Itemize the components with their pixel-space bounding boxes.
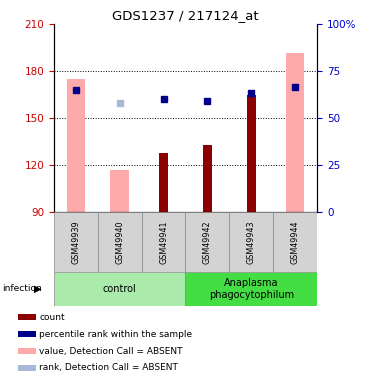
Bar	[66, 79, 85, 212]
Bar	[18, 348, 36, 354]
Text: GSM49941: GSM49941	[159, 220, 168, 264]
Bar	[18, 331, 36, 337]
Bar	[246, 95, 256, 212]
Bar	[18, 314, 36, 320]
Bar	[98, 212, 142, 272]
Bar	[273, 212, 317, 272]
Text: count: count	[39, 313, 65, 322]
Bar	[111, 170, 129, 212]
Text: GSM49939: GSM49939	[71, 220, 80, 264]
Bar	[54, 212, 98, 272]
Text: ▶: ▶	[34, 284, 42, 294]
Bar	[229, 212, 273, 272]
Text: GSM49944: GSM49944	[291, 220, 300, 264]
Title: GDS1237 / 217124_at: GDS1237 / 217124_at	[112, 9, 259, 22]
Text: infection: infection	[2, 284, 42, 293]
Bar	[142, 212, 186, 272]
Text: percentile rank within the sample: percentile rank within the sample	[39, 330, 193, 339]
Text: control: control	[103, 284, 137, 294]
Bar	[54, 272, 185, 306]
Bar	[159, 153, 168, 212]
Text: GSM49940: GSM49940	[115, 220, 124, 264]
Bar	[186, 212, 229, 272]
Text: GSM49942: GSM49942	[203, 220, 212, 264]
Text: value, Detection Call = ABSENT: value, Detection Call = ABSENT	[39, 346, 183, 355]
Bar	[186, 272, 317, 306]
Text: Anaplasma
phagocytophilum: Anaplasma phagocytophilum	[209, 278, 294, 300]
Text: GSM49943: GSM49943	[247, 220, 256, 264]
Text: rank, Detection Call = ABSENT: rank, Detection Call = ABSENT	[39, 363, 178, 372]
Bar	[203, 145, 212, 212]
Bar	[286, 53, 305, 212]
Bar	[18, 365, 36, 371]
